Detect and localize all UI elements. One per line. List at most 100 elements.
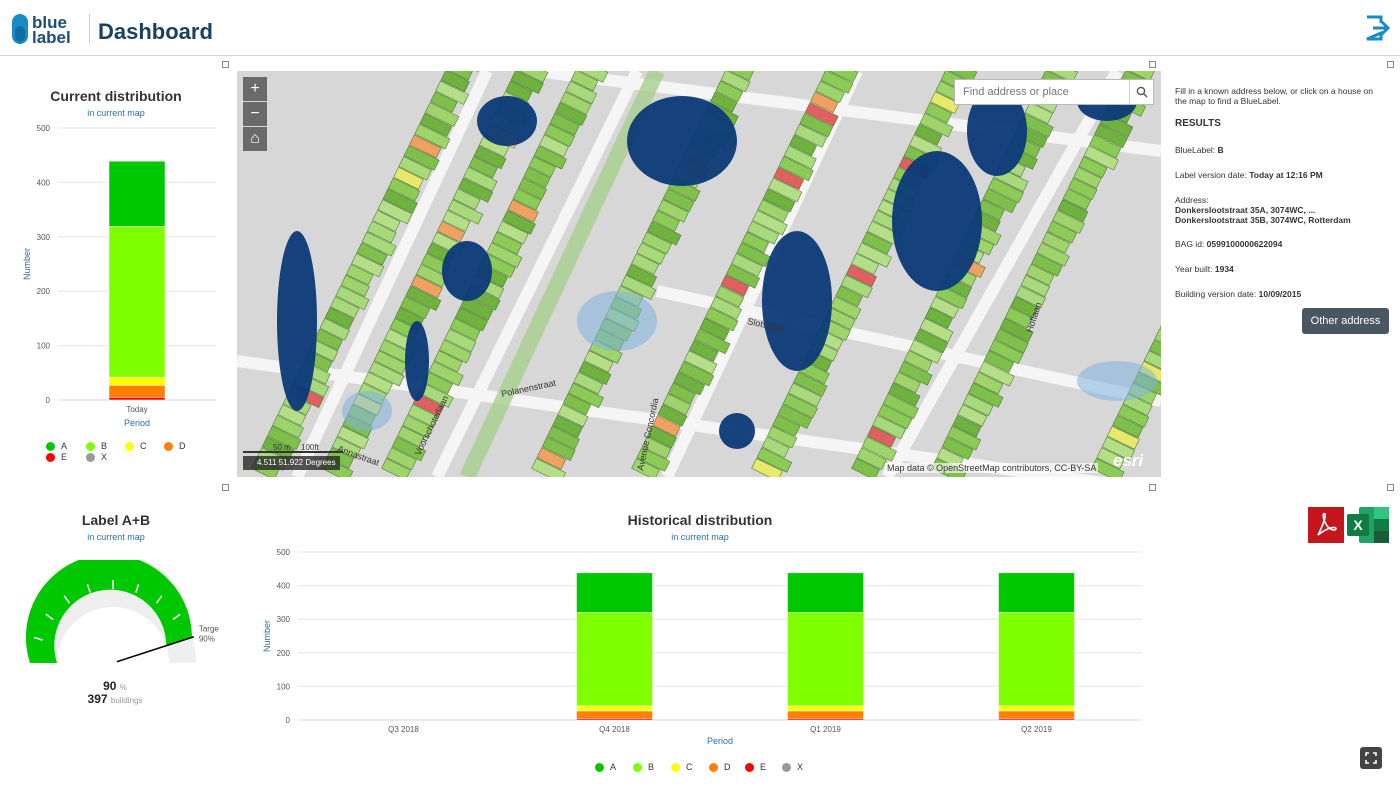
building-version-value: 10/09/2015 (1258, 289, 1302, 299)
legend-label: C (140, 441, 147, 451)
logout-icon[interactable] (1364, 14, 1392, 42)
search-button[interactable] (1129, 80, 1153, 104)
legend-dot-icon (164, 441, 173, 451)
building (409, 134, 442, 159)
building (767, 425, 798, 449)
building (523, 166, 551, 189)
building (861, 231, 893, 255)
home-button[interactable]: ⌂ (243, 127, 267, 151)
panel-resize-handle[interactable] (1387, 484, 1394, 491)
bag-id-value: 0599100000622094 (1206, 239, 1283, 249)
bar-segment-c (576, 705, 653, 712)
zoom-in-button[interactable]: + (243, 77, 267, 101)
other-address-button[interactable]: Other address (1302, 308, 1389, 334)
legend-item-e[interactable]: E (46, 452, 67, 462)
building (999, 317, 1034, 343)
bar-segment-a (998, 572, 1075, 613)
address-search-input[interactable] (955, 80, 1129, 104)
building (641, 436, 672, 459)
panel-resize-handle[interactable] (1149, 484, 1156, 491)
building (491, 231, 523, 255)
building (930, 296, 960, 319)
building (393, 166, 424, 190)
legend-item-c[interactable]: C (671, 762, 693, 772)
building (373, 350, 408, 375)
zoom-out-button[interactable]: − (243, 102, 267, 126)
bar-segment-e (576, 718, 653, 721)
panel-resize-handle[interactable] (1387, 61, 1394, 68)
legend-item-d[interactable]: D (709, 762, 731, 772)
bluelabel-logo[interactable]: blue label (12, 12, 92, 46)
building (762, 188, 796, 213)
building (440, 71, 470, 92)
map-view[interactable]: Polanenstraat Annastraat Voorschoterlaan… (237, 71, 1161, 477)
legend-item-a[interactable]: A (46, 441, 67, 451)
pdf-export-icon[interactable] (1308, 507, 1344, 543)
fullscreen-button[interactable] (1360, 747, 1382, 769)
building (386, 447, 417, 470)
building (1112, 415, 1144, 438)
building (1068, 177, 1098, 200)
building (825, 71, 859, 83)
building (1089, 134, 1122, 159)
building (345, 264, 374, 286)
building (372, 210, 401, 232)
bar-segment-b (998, 612, 1075, 707)
building (799, 113, 834, 138)
label-version-field: Label version date: Today at 12:16 PM (1175, 170, 1385, 180)
legend-item-b[interactable]: B (86, 441, 107, 451)
building (267, 425, 302, 451)
panel-resize-handle[interactable] (222, 61, 229, 68)
panel-resize-handle[interactable] (222, 484, 229, 491)
building (1057, 199, 1089, 223)
legend-label: B (648, 762, 655, 772)
building (647, 425, 677, 449)
building (382, 188, 418, 214)
building (867, 425, 896, 448)
building (783, 145, 817, 170)
building (351, 253, 385, 278)
y-tick-label: 400 (277, 582, 291, 591)
y-tick-label: 0 (46, 396, 51, 405)
bar-segment-e (998, 718, 1075, 721)
building (845, 264, 877, 287)
panel-resize-handle[interactable] (1149, 61, 1156, 68)
bar-segment-e (787, 718, 864, 721)
legend-label: B (101, 441, 108, 451)
building (736, 242, 771, 267)
building (1036, 242, 1070, 267)
map-canvas[interactable]: Polanenstraat Annastraat Voorschoterlaan… (237, 71, 1161, 477)
building (1125, 71, 1155, 82)
legend-item-c[interactable]: C (125, 441, 147, 451)
building (402, 415, 434, 438)
building (330, 296, 360, 319)
legend-item-x[interactable]: X (86, 452, 107, 462)
building (761, 436, 790, 459)
building (1096, 447, 1126, 470)
top-bar: blue label Dashboard (0, 0, 1400, 56)
legend-item-x[interactable]: X (782, 762, 803, 772)
results-heading: RESULTS (1175, 118, 1221, 129)
legend-item-b[interactable]: B (633, 762, 654, 772)
logo-text-line2: label (32, 28, 71, 47)
building (657, 404, 688, 427)
building (573, 371, 604, 395)
building (531, 458, 566, 477)
building (962, 393, 994, 417)
building (445, 71, 474, 81)
scale-imperial: 100ft (301, 443, 319, 452)
legend-item-a[interactable]: A (595, 762, 616, 772)
legend-item-e[interactable]: E (745, 762, 766, 772)
y-tick-label: 0 (286, 716, 291, 725)
x-tick-label: Q1 2019 (810, 725, 841, 734)
legend-dot-icon (125, 441, 134, 451)
building (439, 339, 472, 364)
building (1083, 145, 1119, 171)
building (994, 328, 1029, 354)
gauge-tick (155, 595, 163, 604)
legend-item-d[interactable]: D (164, 441, 186, 451)
excel-export-icon[interactable]: X (1347, 507, 1389, 543)
building (583, 350, 614, 373)
building (424, 102, 460, 127)
gauge-tick (33, 636, 43, 641)
